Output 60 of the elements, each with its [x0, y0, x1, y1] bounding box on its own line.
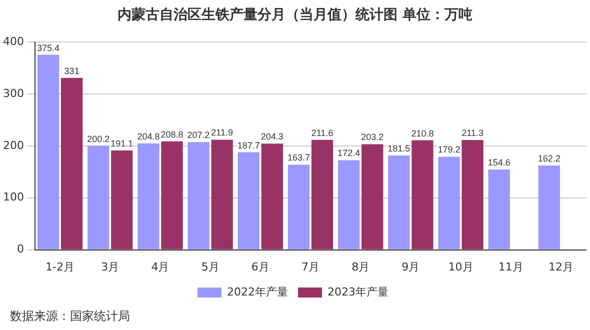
data-label: 163.7 [287, 152, 310, 163]
x-tick-label: 10月 [448, 260, 474, 274]
source-note: 数据来源：国家统计局 [10, 309, 130, 323]
legend-label: 2023年产量 [328, 285, 388, 298]
y-tick-label: 400 [2, 34, 24, 48]
y-tick-label: 300 [2, 86, 24, 100]
y-tick-label: 100 [2, 190, 24, 204]
data-label: 210.8 [411, 128, 434, 138]
data-label: 204.3 [260, 132, 284, 142]
bar [261, 144, 284, 250]
data-label: 179.2 [438, 144, 460, 155]
bar [438, 156, 460, 250]
x-tick-label: 12月 [548, 260, 574, 274]
data-label: 181.5 [388, 143, 410, 154]
data-label: 203.2 [361, 132, 384, 142]
chart-title: 内蒙古自治区生铁产量分月（当月值）统计图 单位：万吨 [116, 6, 474, 25]
bar [338, 160, 360, 250]
data-label: 207.2 [187, 130, 210, 140]
x-tick-label: 3月 [101, 260, 120, 274]
x-tick-label: 7月 [302, 260, 320, 274]
data-label: 187.7 [237, 140, 260, 150]
legend-label: 2022年产量 [227, 285, 288, 298]
bar [211, 140, 233, 250]
x-tick-label: 9月 [402, 260, 420, 274]
bar [37, 54, 60, 250]
bar [462, 140, 484, 250]
data-label: 211.3 [462, 128, 484, 138]
data-label: 331 [64, 66, 80, 76]
data-label: 172.4 [338, 148, 360, 158]
data-label: 211.6 [311, 128, 334, 138]
data-label: 200.2 [87, 134, 110, 144]
bar [238, 152, 260, 250]
data-label: 208.8 [160, 129, 184, 140]
x-tick-label: 8月 [352, 260, 370, 274]
x-tick-label: 4月 [151, 260, 170, 274]
y-tick-label: 200 [2, 138, 24, 152]
bar [188, 142, 210, 250]
bar [538, 166, 560, 250]
x-tick-label: 6月 [251, 260, 270, 274]
bar [88, 146, 110, 250]
bar [60, 78, 83, 250]
data-label: 191.1 [110, 138, 134, 149]
data-label: 154.6 [488, 157, 510, 168]
bar [161, 141, 183, 250]
x-tick-label: 1-2月 [46, 260, 75, 274]
data-label: 162.2 [538, 154, 560, 164]
bar [388, 156, 410, 250]
x-tick-label: 11月 [498, 260, 524, 274]
bar [111, 150, 133, 250]
bar [311, 140, 334, 250]
bar [362, 144, 384, 250]
y-tick-label: 0 [16, 242, 24, 256]
bar [288, 164, 310, 250]
data-label: 204.8 [137, 131, 160, 142]
data-label: 375.4 [37, 42, 60, 53]
bar [138, 143, 160, 250]
bar [488, 169, 510, 250]
bar [412, 140, 434, 250]
data-label: 211.9 [211, 128, 234, 138]
x-tick-label: 5月 [201, 260, 220, 274]
